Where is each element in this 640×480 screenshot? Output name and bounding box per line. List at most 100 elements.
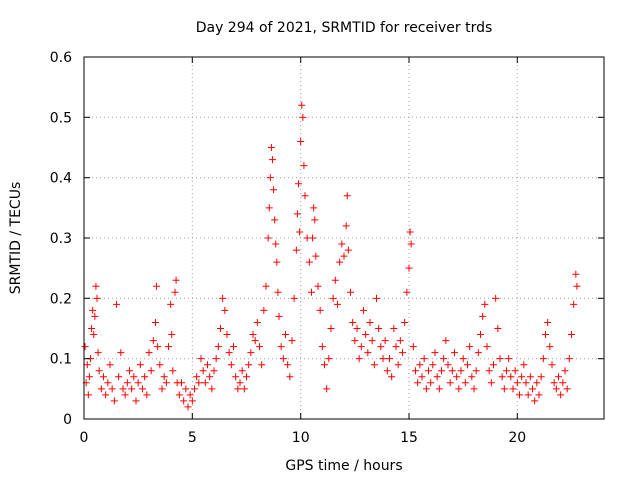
data-point — [117, 349, 125, 357]
data-point — [312, 252, 320, 260]
data-point — [416, 361, 424, 369]
data-point — [279, 355, 287, 363]
data-point — [230, 343, 237, 351]
data-point — [343, 192, 351, 200]
data-point — [444, 361, 452, 369]
data-point — [141, 373, 149, 381]
data-point — [349, 318, 357, 326]
data-point — [270, 186, 278, 194]
data-point — [327, 325, 335, 332]
data-point — [474, 349, 482, 357]
data-point — [210, 367, 218, 375]
data-point — [156, 361, 164, 369]
data-point — [535, 391, 543, 399]
data-point — [379, 355, 387, 363]
data-point — [338, 240, 346, 248]
data-point — [193, 373, 201, 381]
data-point — [533, 379, 541, 387]
data-point — [269, 156, 276, 164]
data-point — [262, 282, 270, 290]
data-point — [188, 397, 196, 405]
data-point — [95, 367, 103, 375]
data-point — [145, 349, 153, 357]
data-point — [123, 379, 131, 387]
data-point — [119, 385, 127, 393]
data-point — [251, 337, 259, 345]
data-point — [143, 391, 151, 399]
data-point — [500, 385, 508, 393]
data-point — [344, 246, 352, 254]
data-point — [429, 361, 437, 369]
data-point — [401, 318, 409, 326]
data-point — [552, 385, 560, 393]
data-point — [301, 192, 309, 200]
data-point — [405, 264, 413, 272]
data-point — [472, 367, 480, 375]
y-tick-labels: 0 0.1 0.2 0.3 0.4 0.5 0.6 — [50, 50, 72, 428]
data-point — [108, 385, 116, 393]
data-point — [249, 331, 257, 339]
data-point — [487, 379, 495, 387]
data-point — [336, 258, 344, 266]
data-point — [128, 385, 136, 393]
data-point — [136, 361, 144, 369]
data-point — [377, 343, 385, 351]
data-point — [296, 228, 304, 236]
data-point — [121, 391, 129, 399]
data-point — [396, 337, 404, 345]
data-point — [548, 361, 556, 369]
data-point — [152, 318, 159, 326]
data-point — [368, 337, 376, 345]
data-point — [485, 367, 493, 375]
data-point — [171, 288, 179, 296]
y-tick-label-0.2: 0.2 — [50, 291, 72, 307]
data-point — [264, 234, 272, 242]
data-point — [277, 343, 285, 351]
data-point — [308, 288, 315, 296]
data-point — [195, 379, 203, 387]
data-point — [573, 282, 581, 290]
data-point — [364, 349, 372, 357]
data-point — [266, 174, 274, 182]
x-tick-label-20: 20 — [508, 430, 526, 446]
data-point — [204, 361, 211, 369]
data-point — [479, 312, 487, 320]
data-point — [425, 367, 432, 375]
data-point — [522, 379, 530, 387]
data-point — [132, 397, 140, 405]
data-point — [342, 222, 350, 230]
data-point — [236, 379, 244, 387]
data-point — [273, 258, 281, 266]
data-point — [272, 240, 280, 248]
data-point — [353, 325, 361, 332]
data-point — [300, 162, 308, 170]
data-point — [165, 343, 172, 351]
data-point — [292, 246, 300, 254]
data-point — [431, 349, 439, 357]
data-point — [568, 331, 575, 339]
data-point — [340, 252, 348, 260]
data-point — [299, 113, 307, 121]
data-point — [286, 373, 294, 381]
data-point — [167, 300, 175, 308]
data-point — [570, 300, 578, 308]
data-point — [435, 385, 443, 393]
data-point — [381, 337, 389, 345]
x-tick-labels: 0 5 10 15 20 — [80, 430, 527, 446]
data-point — [240, 385, 248, 393]
data-point — [542, 331, 549, 339]
data-point — [130, 373, 138, 381]
data-point — [451, 349, 458, 357]
data-point — [221, 306, 229, 314]
data-point — [446, 379, 454, 387]
data-point — [516, 391, 523, 399]
x-tick-label-0: 0 — [80, 430, 89, 446]
data-point — [524, 391, 532, 399]
data-point — [94, 349, 102, 357]
data-point — [169, 367, 177, 375]
data-point — [153, 282, 161, 290]
data-point — [110, 397, 118, 405]
data-point — [175, 391, 183, 399]
data-point — [243, 373, 250, 381]
data-point — [492, 294, 500, 302]
